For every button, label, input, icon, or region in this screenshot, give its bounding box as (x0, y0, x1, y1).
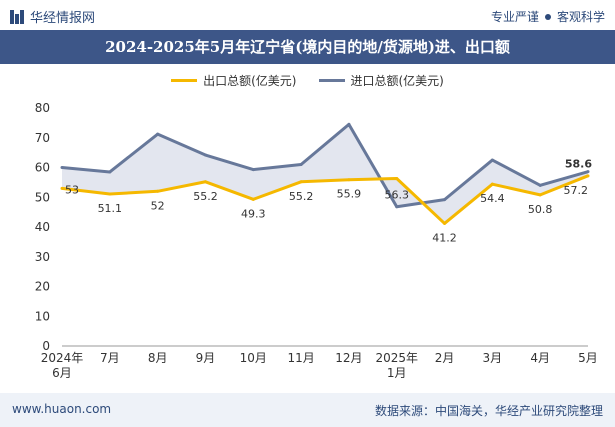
footer-source: 数据来源：中国海关，华经产业研究院整理 (374, 404, 603, 418)
y-tick-label: 70 (35, 131, 50, 145)
export-data-label: 55.2 (193, 190, 218, 203)
y-tick-label: 50 (35, 190, 50, 204)
slogan-right: 客观科学 (556, 10, 605, 24)
legend-item-export[interactable]: 出口总额(亿美元) (171, 72, 297, 89)
bullet-icon (544, 13, 551, 20)
x-tick-label: 3月 (483, 351, 503, 365)
brand-name: 华经情报网 (30, 11, 96, 26)
import-point (538, 183, 542, 187)
x-tick-label: 12月 (335, 351, 362, 365)
export-data-label: 53 (65, 183, 79, 196)
x-tick-label: 9月 (196, 351, 216, 365)
footer: www.huaon.com 数据来源：中国海关，华经产业研究院整理 (0, 393, 615, 427)
import-point (443, 198, 447, 202)
x-tick-label: 8月 (148, 351, 168, 365)
slogan: 专业严谨 客观科学 (491, 8, 605, 25)
export-point (538, 193, 542, 197)
y-tick-label: 0 (42, 339, 50, 353)
footer-website[interactable]: www.huaon.com (12, 402, 112, 416)
export-point (443, 221, 447, 225)
legend-swatch-import (318, 79, 345, 82)
y-tick-label: 20 (35, 280, 50, 294)
import-point (299, 163, 303, 167)
y-tick-label: 10 (35, 309, 50, 323)
legend: 出口总额(亿美元) 进口总额(亿美元) (0, 72, 615, 89)
export-point (586, 174, 590, 178)
slogan-left: 专业严谨 (490, 10, 539, 24)
x-tick-label: 2月 (435, 351, 455, 365)
export-point (251, 197, 255, 201)
y-tick-label: 40 (35, 220, 50, 234)
import-point (203, 153, 207, 157)
export-point (347, 178, 351, 182)
x-tick-label: 4月 (530, 351, 550, 365)
export-point (108, 192, 112, 196)
x-tick-label: 1月 (387, 366, 407, 380)
export-point (299, 180, 303, 184)
legend-swatch-export (171, 79, 198, 82)
top-bar: 华经情报网 专业严谨 客观科学 (0, 0, 615, 30)
chart-title: 2024-2025年5月年辽宁省(境内目的地/货源地)进、出口额 (0, 30, 615, 64)
brand-logo-icon (10, 9, 24, 24)
import-point (490, 158, 494, 162)
x-tick-label: 10月 (240, 351, 267, 365)
export-data-label: 54.4 (480, 192, 505, 205)
export-point (395, 177, 399, 181)
x-tick-label: 6月 (52, 366, 72, 380)
export-data-label: 55.9 (337, 188, 362, 201)
export-data-label: 57.2 (564, 184, 589, 197)
export-data-label: 52 (151, 199, 165, 212)
export-data-label: 49.3 (241, 207, 266, 220)
x-tick-label: 11月 (287, 351, 314, 365)
export-point (490, 182, 494, 186)
x-tick-label: 2024年 (41, 351, 84, 365)
export-series-line (61, 174, 589, 225)
import-point (60, 166, 64, 169)
export-data-label: 55.2 (289, 190, 314, 203)
import-point (108, 170, 112, 174)
import-point (586, 170, 590, 174)
export-point (156, 189, 160, 193)
legend-label-export: 出口总额(亿美元) (203, 74, 297, 88)
y-tick-label: 60 (35, 161, 50, 175)
export-point (203, 180, 207, 184)
export-data-label: 51.1 (98, 202, 123, 215)
export-point (60, 186, 64, 190)
x-tick-label: 2025年 (375, 351, 418, 365)
import-series-line (61, 122, 589, 209)
export-data-label: 50.8 (528, 203, 553, 216)
x-tick-label: 7月 (100, 351, 120, 365)
export-data-label: 56.3 (384, 189, 409, 202)
legend-item-import[interactable]: 进口总额(亿美元) (318, 72, 444, 89)
x-tick-label: 5月 (578, 351, 598, 365)
gap-area-fill (62, 124, 588, 224)
y-tick-label: 80 (35, 101, 50, 115)
import-point (347, 122, 351, 126)
legend-label-import: 进口总额(亿美元) (350, 74, 444, 88)
import-point (156, 132, 160, 136)
import-point (251, 168, 255, 172)
brand[interactable]: 华经情报网 (10, 7, 95, 26)
y-tick-label: 30 (35, 250, 50, 264)
import-point (395, 205, 399, 209)
import-data-label: 58.6 (565, 158, 592, 171)
export-data-label: 41.2 (432, 231, 457, 244)
